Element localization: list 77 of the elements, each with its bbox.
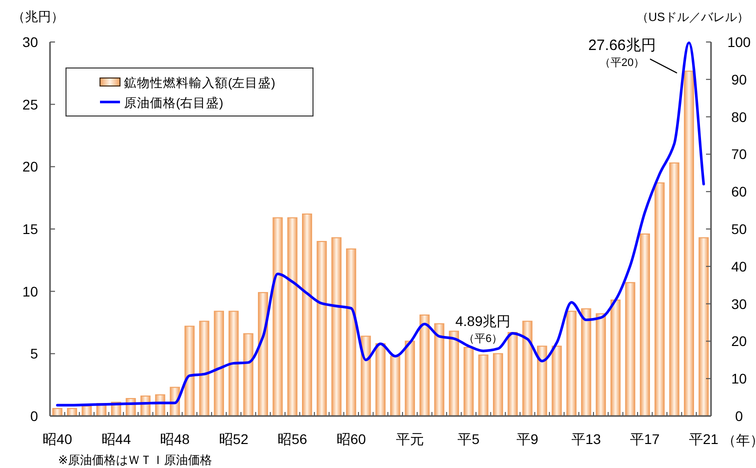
- y2-tick-label: 0: [735, 408, 744, 424]
- text: ※原油価格はＷＴＩ原油価格: [58, 453, 212, 467]
- bar: [522, 320, 532, 416]
- bar: [610, 300, 621, 416]
- x-tick-label: 昭56: [278, 431, 308, 447]
- y2-tick-label: 40: [731, 258, 747, 274]
- bar: [404, 340, 415, 416]
- y2-tick-label: 30: [731, 296, 747, 312]
- bar: [375, 343, 386, 416]
- bar: [302, 214, 312, 416]
- bar: [581, 308, 592, 416]
- x-tick-label: 平21: [688, 431, 719, 447]
- bar: [199, 320, 210, 416]
- annotation: （平20）: [599, 57, 645, 69]
- bar: [698, 237, 709, 416]
- bar: [434, 323, 444, 416]
- y-tick-label: 30: [22, 34, 38, 50]
- bar: [654, 182, 665, 416]
- bar: [492, 353, 504, 416]
- bar: [478, 354, 488, 416]
- x-tick-label: 昭60: [336, 431, 366, 447]
- bar: [243, 333, 254, 416]
- bar: [331, 237, 342, 416]
- y2-tick-label: 90: [731, 71, 747, 88]
- bar: [596, 313, 606, 416]
- y2-axis-title: （USドル／バレル）: [636, 10, 749, 24]
- bar: [448, 330, 459, 416]
- y-tick-label: 25: [22, 96, 38, 112]
- x-tick-label: 平5: [458, 431, 480, 447]
- y2-tick-label: 10: [731, 370, 747, 387]
- bar: [669, 162, 680, 416]
- legend-label: 鉱物性燃料輸入額(左目盛): [124, 76, 276, 90]
- y2-tick-label: 70: [731, 146, 747, 162]
- x-tick-label: 平元: [396, 431, 424, 447]
- x-tick-label: 昭48: [160, 431, 190, 447]
- bar: [464, 346, 474, 416]
- y-tick-label: 20: [22, 158, 38, 175]
- bar: [258, 292, 268, 416]
- bar: [684, 70, 694, 416]
- x-tick-label: 昭44: [101, 431, 132, 447]
- x-tick-label: 平17: [630, 431, 660, 447]
- annotation: （平6）: [463, 333, 503, 345]
- x-axis-title: （年）: [722, 432, 756, 448]
- y2-tick-label: 80: [731, 108, 747, 125]
- y-tick-label: 10: [22, 283, 38, 300]
- y-tick-label: 5: [30, 346, 38, 362]
- y2-tick-label: 100: [727, 34, 751, 50]
- y2-tick-label: 20: [731, 333, 747, 350]
- bar: [537, 346, 548, 416]
- bar: [390, 356, 400, 416]
- y-tick-label: 0: [30, 408, 38, 424]
- x-tick-label: 平9: [516, 431, 538, 447]
- x-tick-label: 平13: [571, 431, 602, 447]
- x-tick-label: 昭40: [42, 431, 72, 447]
- y2-tick-label: 60: [731, 184, 747, 200]
- annotation: 27.66兆円: [588, 37, 656, 54]
- bar: [360, 336, 371, 416]
- bar: [420, 314, 430, 416]
- legend-label: 原油価格(右目盛): [124, 96, 224, 110]
- bar: [346, 248, 356, 416]
- annotation: 4.89兆円: [455, 313, 511, 329]
- bar: [625, 282, 636, 416]
- bar: [508, 332, 518, 416]
- bar: [228, 310, 239, 416]
- bar: [316, 240, 327, 416]
- bar: [287, 217, 298, 416]
- bar: [214, 310, 224, 416]
- bar: [552, 346, 562, 416]
- y-tick-label: 15: [22, 221, 38, 237]
- bar: [566, 310, 577, 416]
- bar: [184, 326, 195, 416]
- y2-tick-label: 50: [731, 221, 747, 237]
- bar: [82, 406, 92, 416]
- y-axis-title: （兆円）: [12, 9, 64, 24]
- bar: [272, 217, 283, 416]
- bar: [640, 233, 650, 416]
- x-tick-label: 昭52: [218, 431, 249, 447]
